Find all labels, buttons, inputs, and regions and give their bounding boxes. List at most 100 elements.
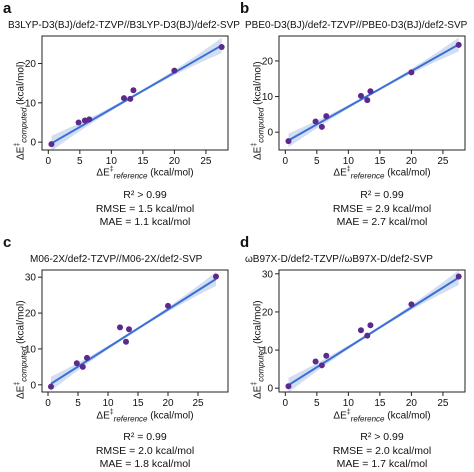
panel-letter: b	[240, 0, 250, 17]
mae: MAE = 1.1 kcal/mol	[99, 216, 191, 228]
x-tick-label: 0	[45, 398, 51, 409]
data-point	[73, 360, 80, 367]
data-point	[126, 326, 132, 333]
x-axis-label: ΔE‡reference (kcal/mol)	[96, 409, 194, 424]
x-tick-label: 20	[406, 398, 418, 409]
x-tick-label: 20	[162, 398, 174, 409]
data-point	[323, 352, 330, 359]
x-tick-label: 15	[137, 156, 149, 167]
x-tick-label: 15	[132, 398, 144, 409]
data-point	[285, 383, 292, 390]
panel-a: a B3LYP-D3(BJ)/def2-TZVP//B3LYP-D3(BJ)/d…	[0, 0, 240, 234]
rmse: RMSE = 2.0 kcal/mol	[95, 444, 195, 457]
stats-block: R² > 0.99 RMSE = 1.5 kcal/mol MAE = 1.1 …	[60, 189, 230, 230]
fit-line	[50, 278, 217, 385]
stats-block: R² = 0.99 RMSE = 2.9 kcal/mol MAE = 2.7 …	[297, 189, 467, 230]
r-squared: R² = 0.99	[123, 431, 167, 443]
y-tick-label: 0	[30, 138, 36, 149]
x-tick-label: 20	[169, 156, 181, 167]
panel-letter: d	[240, 234, 250, 251]
x-axis-label: ΔE‡reference (kcal/mol)	[333, 409, 431, 424]
fit-line	[50, 44, 223, 145]
panel-letter: c	[3, 234, 12, 251]
x-tick-label: 0	[283, 156, 289, 167]
y-tick-label: 20	[262, 56, 274, 67]
x-tick-label: 10	[102, 398, 114, 409]
x-tick-label: 5	[77, 156, 83, 167]
y-tick-label: 30	[262, 269, 274, 280]
r-squared: R² = 0.99	[360, 189, 404, 201]
data-point	[357, 327, 364, 334]
data-point	[86, 116, 93, 123]
plot-frame	[41, 35, 229, 151]
data-point	[127, 95, 134, 102]
data-point	[318, 123, 325, 130]
x-tick-label: 10	[343, 156, 355, 167]
rmse: RMSE = 1.5 kcal/mol	[95, 202, 195, 215]
data-point	[408, 301, 415, 308]
stats-block: R² > 0.99 RMSE = 2.0 kcal/mol MAE = 1.7 …	[297, 431, 467, 472]
panel-title: M06-2X/def2-TZVP//M06-2X/def2-SVP	[30, 254, 203, 265]
data-point	[165, 302, 171, 309]
data-point	[408, 69, 415, 76]
data-point	[367, 88, 374, 95]
mae: MAE = 1.8 kcal/mol	[99, 458, 191, 470]
data-point	[364, 332, 371, 339]
x-axis-label: ΔE‡reference (kcal/mol)	[333, 166, 431, 181]
x-tick-label: 20	[406, 156, 418, 167]
plot-frame	[278, 269, 466, 393]
data-point	[318, 362, 325, 369]
y-axis-label: ΔE‡computed (kcal/mol)	[251, 300, 266, 399]
stats-block: R² = 0.99 RMSE = 2.0 kcal/mol MAE = 1.8 …	[60, 431, 230, 472]
data-point	[218, 44, 225, 51]
data-point	[84, 354, 90, 361]
y-axis-label: ΔE‡computed (kcal/mol)	[14, 61, 29, 160]
scatter-plot: 0 5 10 15 20 25 0 10 20 30	[25, 269, 229, 409]
data-point	[455, 41, 462, 48]
plot-frame	[41, 269, 229, 393]
data-point	[120, 95, 127, 102]
x-tick-label: 25	[200, 156, 212, 167]
rmse: RMSE = 2.0 kcal/mol	[332, 444, 432, 457]
x-axis-label: ΔE‡reference (kcal/mol)	[96, 166, 194, 181]
data-point	[213, 273, 219, 280]
data-point	[79, 363, 86, 370]
panel-title: B3LYP-D3(BJ)/def2-TZVP//B3LYP-D3(BJ)/def…	[8, 20, 240, 31]
r-squared: R² > 0.99	[123, 189, 167, 201]
data-point	[364, 97, 371, 104]
data-point	[48, 383, 54, 390]
y-tick-label: 0	[30, 380, 36, 391]
scatter-plot: 0 5 10 15 20 25 0 10 20 30	[262, 269, 466, 409]
y-tick-label: 10	[25, 98, 37, 109]
y-tick-label: 10	[25, 344, 37, 355]
panel-title: ωB97X-D/def2-TZVP//ωB97X-D/def2-SVP	[245, 254, 433, 265]
y-tick-label: 0	[267, 128, 273, 139]
y-axis-label: ΔE‡computed (kcal/mol)	[251, 61, 266, 160]
data-point	[285, 138, 292, 145]
data-point	[323, 113, 330, 120]
y-tick-label: 20	[25, 59, 37, 70]
panel-letter: a	[3, 0, 12, 17]
x-tick-label: 10	[343, 398, 355, 409]
x-tick-label: 10	[106, 156, 118, 167]
y-tick-label: 10	[262, 346, 274, 357]
data-point	[312, 118, 319, 125]
data-point	[312, 358, 319, 365]
x-tick-label: 5	[314, 398, 320, 409]
plot-frame	[278, 35, 466, 151]
x-tick-label: 0	[46, 156, 52, 167]
data-point	[117, 324, 123, 331]
scatter-plot: 0 5 10 15 20 25 0 10 20	[25, 35, 229, 167]
y-tick-label: 0	[267, 384, 273, 395]
data-point	[130, 87, 137, 94]
data-point	[455, 273, 462, 280]
data-point	[367, 322, 374, 329]
x-tick-label: 0	[283, 398, 289, 409]
r-squared: R² > 0.99	[360, 431, 404, 443]
data-point	[171, 67, 178, 74]
scatter-plot: 0 5 10 15 20 25 0 10 20	[262, 35, 466, 167]
data-point	[357, 92, 364, 99]
y-tick-label: 30	[25, 273, 37, 284]
x-tick-label: 5	[75, 398, 81, 409]
rmse: RMSE = 2.9 kcal/mol	[332, 202, 432, 215]
